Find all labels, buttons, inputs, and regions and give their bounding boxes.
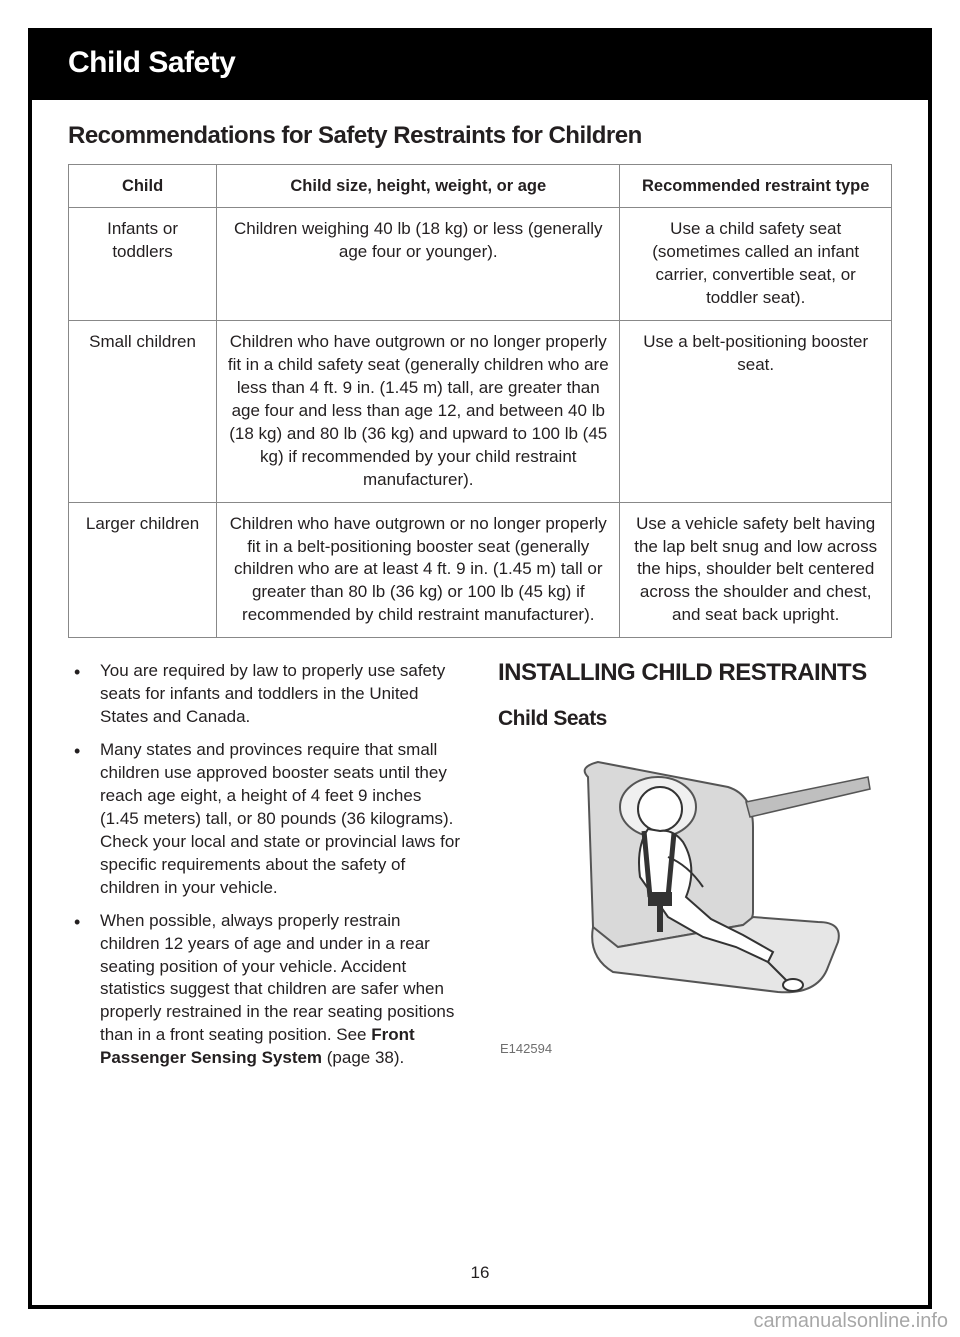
figure-label: E142594 — [500, 1040, 892, 1058]
restraint-table: Child Child size, height, weight, or age… — [68, 164, 892, 638]
table-cell: Children who have outgrown or no longer … — [217, 321, 620, 503]
header-bar: Child Safety — [32, 32, 928, 100]
child-seat-figure: E142594 — [498, 747, 892, 1057]
two-column-layout: You are required by law to properly use … — [68, 660, 892, 1080]
section-title: Recommendations for Safety Restraints fo… — [68, 122, 892, 150]
heading-child-seats: Child Seats — [498, 705, 892, 733]
list-item-text: You are required by law to properly use … — [100, 661, 445, 726]
bullet-list: You are required by law to properly use … — [68, 660, 462, 1070]
table-cell: Small children — [69, 321, 217, 503]
table-row: Larger children Children who have outgro… — [69, 502, 892, 638]
table-row: Small children Children who have outgrow… — [69, 321, 892, 503]
list-item: You are required by law to properly use … — [68, 660, 462, 729]
table-header: Recommended restraint type — [620, 165, 892, 208]
page-content: Recommendations for Safety Restraints fo… — [32, 100, 928, 1080]
page-frame: Child Safety Recommendations for Safety … — [28, 28, 932, 1309]
table-header: Child size, height, weight, or age — [217, 165, 620, 208]
list-item-text: (page 38). — [322, 1048, 404, 1067]
table-cell: Infants or toddlers — [69, 208, 217, 321]
left-column: You are required by law to properly use … — [68, 660, 462, 1080]
list-item-text: Many states and provinces require that s… — [100, 740, 460, 897]
list-item: When possible, always properly restrain … — [68, 910, 462, 1071]
table-cell: Use a child safety seat (sometimes calle… — [620, 208, 892, 321]
heading-installing: INSTALLING CHILD RESTRAINTS — [498, 660, 892, 686]
table-cell: Larger children — [69, 502, 217, 638]
watermark: carmanualsonline.info — [753, 1310, 948, 1333]
table-cell: Children weighing 40 lb (18 kg) or less … — [217, 208, 620, 321]
table-cell: Use a vehicle safety belt having the lap… — [620, 502, 892, 638]
table-cell: Children who have outgrown or no longer … — [217, 502, 620, 638]
table-row: Infants or toddlers Children weighing 40… — [69, 208, 892, 321]
page-number: 16 — [32, 1263, 928, 1283]
list-item: Many states and provinces require that s… — [68, 739, 462, 900]
right-column: INSTALLING CHILD RESTRAINTS Child Seats — [498, 660, 892, 1080]
child-seat-icon — [518, 747, 878, 1027]
table-header: Child — [69, 165, 217, 208]
table-cell: Use a belt-positioning booster seat. — [620, 321, 892, 503]
table-header-row: Child Child size, height, weight, or age… — [69, 165, 892, 208]
page-title: Child Safety — [68, 46, 892, 80]
